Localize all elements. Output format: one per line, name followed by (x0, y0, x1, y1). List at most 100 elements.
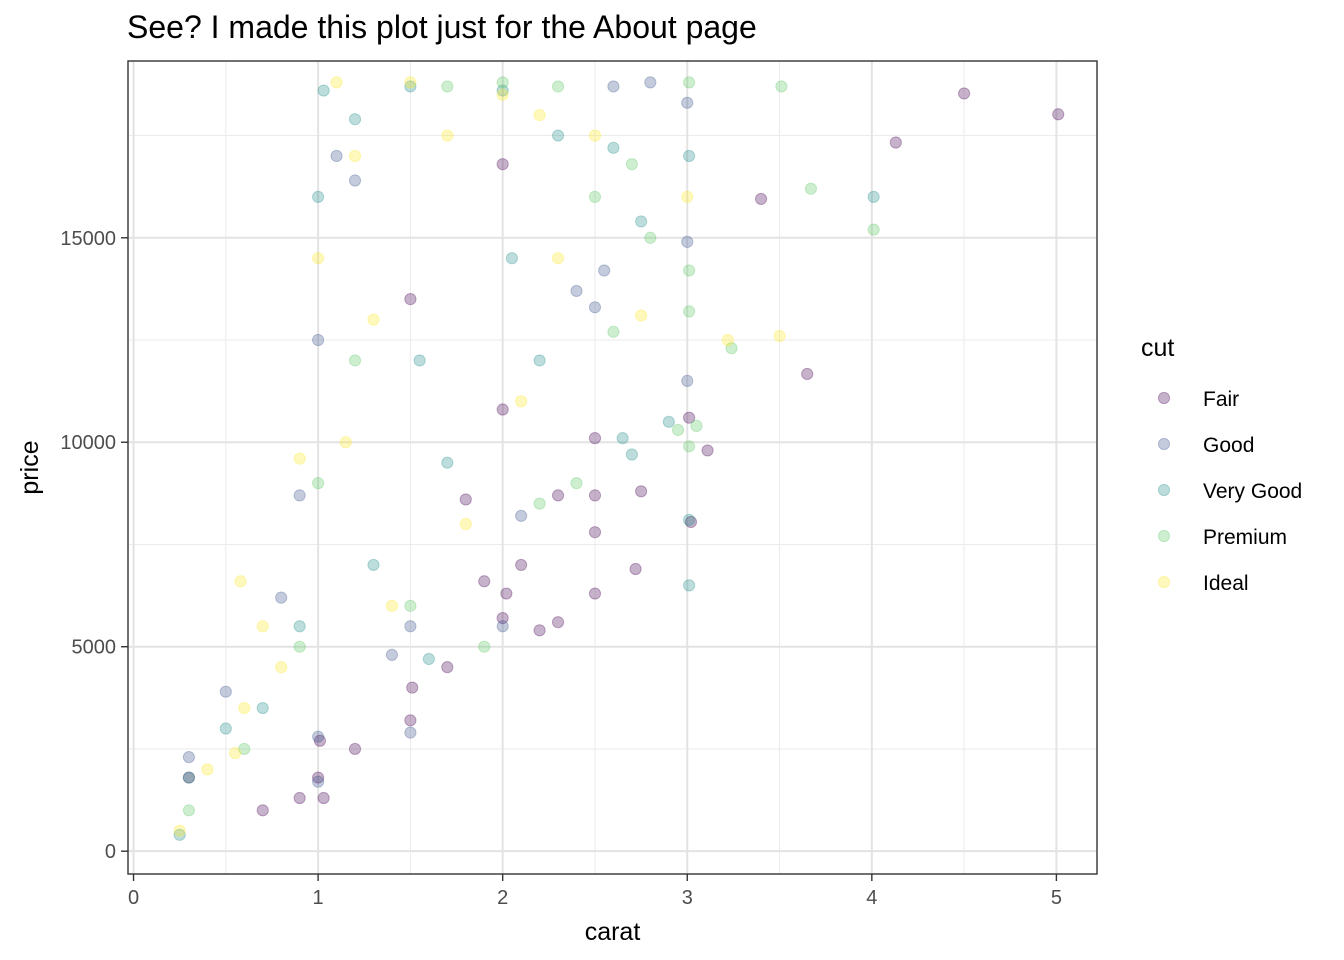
legend-title: cut (1141, 334, 1174, 362)
data-point (317, 791, 330, 805)
data-point (173, 824, 186, 837)
data-point (684, 515, 698, 529)
data-point (478, 575, 491, 588)
data-point (682, 411, 696, 424)
data-point (889, 136, 902, 149)
data-point (348, 149, 362, 163)
data-point (682, 513, 696, 527)
data-point (588, 129, 602, 142)
data-point (441, 129, 454, 142)
data-point (533, 109, 546, 122)
data-point (182, 751, 196, 764)
data-point (607, 141, 620, 154)
legend-label: Good (1203, 434, 1254, 457)
legend-swatch (1157, 391, 1171, 405)
data-point (515, 395, 528, 408)
data-point (701, 444, 714, 457)
data-point (551, 489, 565, 502)
data-point (275, 591, 288, 604)
data-point (682, 149, 696, 163)
data-point (681, 190, 694, 203)
data-point (551, 252, 565, 265)
chart-title: See? I made this plot just for the About… (127, 9, 757, 45)
data-point (515, 558, 528, 572)
data-point (588, 190, 602, 203)
data-point (681, 374, 694, 388)
data-point (312, 252, 325, 265)
x-tick-label: 1 (313, 887, 324, 909)
data-point (404, 76, 417, 89)
legend-item: Fair (1157, 388, 1239, 411)
series-ideal (173, 76, 786, 837)
x-tick-label: 5 (1051, 887, 1062, 909)
data-point (570, 477, 583, 490)
data-point (1052, 108, 1065, 121)
data-point (275, 661, 288, 674)
legend-swatch (1157, 483, 1171, 497)
data-point (588, 587, 602, 600)
data-point (644, 76, 657, 89)
data-point (422, 652, 435, 666)
data-point (312, 477, 325, 490)
data-point (313, 734, 327, 747)
data-point (496, 88, 509, 101)
data-point (505, 252, 519, 265)
legend-item: Good (1157, 434, 1254, 457)
data-point (533, 354, 546, 367)
legend-item: Very Good (1157, 480, 1302, 503)
data-point (721, 333, 734, 347)
data-point (690, 419, 703, 432)
x-axis: 0 1 2 3 4 5 (128, 874, 1062, 909)
data-point (406, 681, 419, 694)
data-point (293, 640, 306, 653)
data-point (500, 587, 513, 600)
data-point (312, 333, 325, 347)
data-point (348, 113, 362, 126)
data-point (496, 158, 509, 171)
x-tick-label: 2 (497, 887, 508, 909)
data-point (629, 562, 642, 576)
data-point (635, 309, 648, 322)
y-tick-label: 5000 (72, 637, 117, 659)
data-point (754, 192, 768, 206)
data-point (312, 190, 325, 203)
legend-label: Very Good (1203, 480, 1302, 503)
data-point (413, 354, 426, 367)
data-point (496, 76, 509, 89)
data-point (682, 76, 696, 89)
data-point (385, 599, 399, 612)
data-point (616, 432, 629, 445)
data-point (256, 701, 269, 715)
data-point (256, 620, 269, 633)
data-point (570, 284, 583, 298)
data-point (441, 456, 454, 469)
data-point (348, 742, 362, 756)
data-point (441, 80, 454, 93)
legend-swatch (1157, 437, 1171, 451)
data-point (725, 342, 738, 355)
data-point (607, 80, 620, 93)
data-point (867, 190, 880, 203)
data-point (533, 497, 546, 510)
data-point (404, 620, 417, 633)
data-point (496, 403, 509, 416)
data-point (293, 452, 306, 465)
series-very-good (173, 80, 880, 841)
data-point (478, 640, 491, 653)
data-point (607, 325, 620, 338)
data-point (293, 489, 306, 502)
data-point (867, 223, 880, 236)
data-point (404, 726, 417, 739)
data-point (330, 149, 343, 163)
legend-label: Premium (1203, 526, 1287, 549)
data-point (459, 493, 472, 506)
data-point (228, 746, 242, 760)
major-gridlines (128, 61, 1097, 874)
data-point (804, 182, 818, 195)
data-point (588, 432, 602, 445)
series-premium (182, 76, 880, 817)
y-axis: 0 5000 10000 15000 (60, 228, 128, 863)
data-point (317, 84, 330, 97)
data-point (635, 215, 648, 228)
